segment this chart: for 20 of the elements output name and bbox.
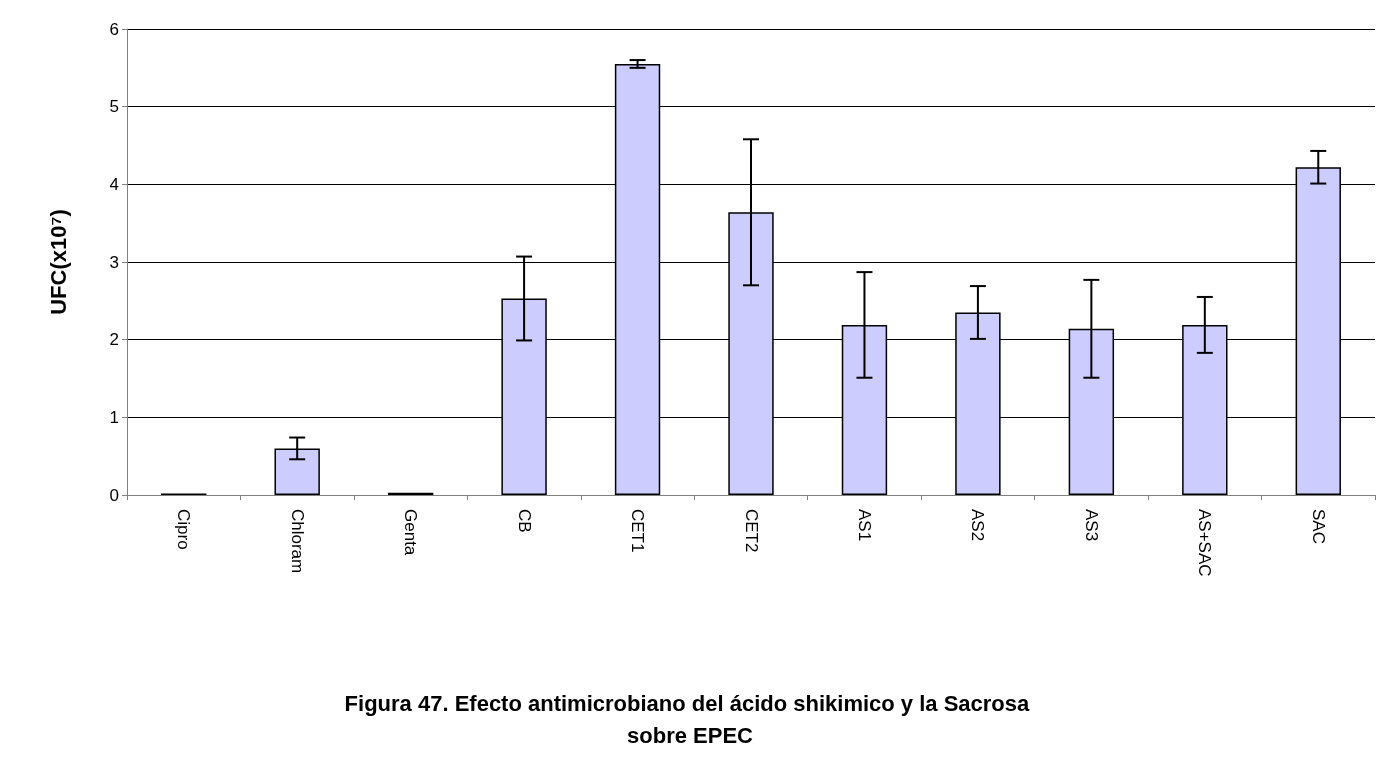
x-tick-label: AS1 — [854, 509, 874, 542]
y-tick-label: 2 — [109, 330, 119, 350]
y-tick-label: 5 — [109, 97, 119, 117]
x-tick-label: AS+SAC — [1195, 509, 1215, 577]
y-tick-label: 1 — [109, 407, 119, 427]
x-tick-label: Cipro — [174, 509, 194, 550]
x-tick-label: Genta — [401, 509, 421, 556]
x-tick-label: Chloram — [287, 509, 307, 574]
x-tick-label: CET2 — [741, 509, 761, 553]
y-tick-label: 6 — [109, 19, 119, 39]
y-axis-title: UFC(x10⁷) — [45, 209, 71, 315]
x-tick-label: AS3 — [1081, 509, 1101, 542]
x-tick-label: CB — [514, 509, 534, 533]
text: Figura 47. Efecto antimicrobiano del ácido shikimico y la Sacrosa sobre EPEC — [344, 690, 1036, 748]
x-tick-label: AS2 — [968, 509, 988, 542]
y-tick-label: 4 — [109, 174, 119, 194]
x-tick-label: CET1 — [628, 509, 648, 553]
x-tick-label: SAC — [1308, 509, 1328, 544]
y-tick-label: 3 — [109, 252, 119, 272]
y-tick-label: 0 — [109, 485, 119, 505]
